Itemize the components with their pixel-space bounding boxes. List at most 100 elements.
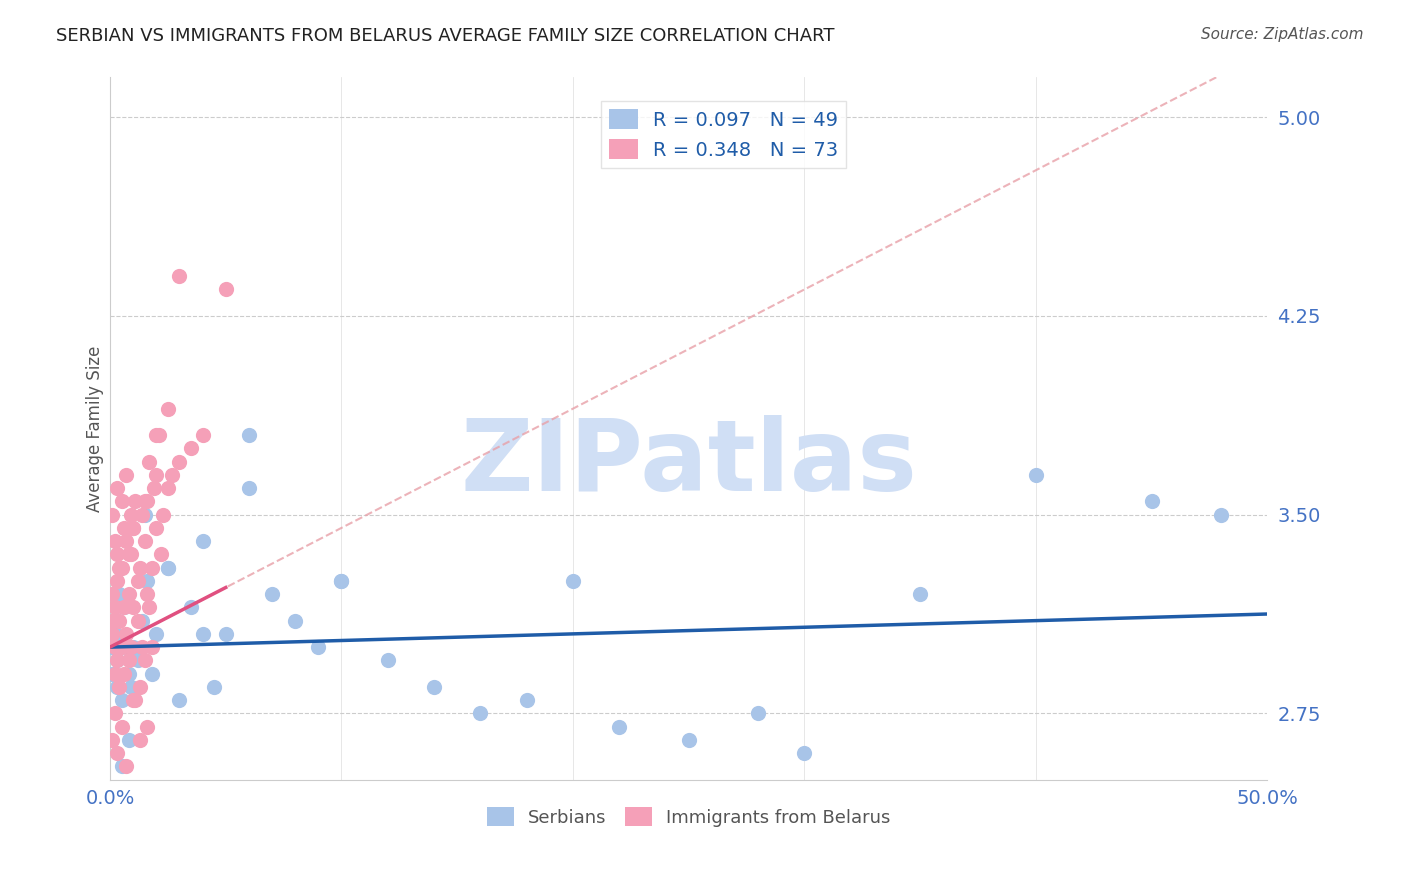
Point xyxy=(105,653,128,667)
Point xyxy=(134,653,156,667)
Point xyxy=(793,746,815,760)
Point xyxy=(215,282,238,296)
Legend: Serbians, Immigrants from Belarus: Serbians, Immigrants from Belarus xyxy=(479,800,898,834)
Point xyxy=(136,574,159,588)
Point xyxy=(122,521,145,535)
Point xyxy=(112,521,135,535)
Point xyxy=(134,534,156,549)
Point xyxy=(104,600,127,615)
Point xyxy=(104,706,127,721)
Point xyxy=(112,600,135,615)
Point xyxy=(330,574,353,588)
Point xyxy=(108,680,131,694)
Point xyxy=(202,680,225,694)
Point xyxy=(101,666,124,681)
Point xyxy=(678,732,700,747)
Point xyxy=(110,640,132,654)
Point xyxy=(104,640,127,654)
Point xyxy=(117,666,139,681)
Point xyxy=(117,732,139,747)
Text: ZIPatlas: ZIPatlas xyxy=(460,415,917,512)
Point xyxy=(747,706,769,721)
Point xyxy=(910,587,932,601)
Point xyxy=(115,534,138,549)
Point xyxy=(516,693,538,707)
Point xyxy=(260,587,283,601)
Point xyxy=(108,614,131,628)
Point xyxy=(101,587,124,601)
Point xyxy=(156,401,179,416)
Point xyxy=(131,614,153,628)
Point xyxy=(105,746,128,760)
Point xyxy=(101,732,124,747)
Point xyxy=(141,560,163,574)
Point xyxy=(149,548,172,562)
Point xyxy=(136,720,159,734)
Point xyxy=(136,494,159,508)
Point xyxy=(117,587,139,601)
Point xyxy=(607,720,630,734)
Point xyxy=(131,508,153,522)
Point xyxy=(215,627,238,641)
Point xyxy=(1211,508,1233,522)
Point xyxy=(104,666,127,681)
Point xyxy=(122,693,145,707)
Point xyxy=(129,680,152,694)
Point xyxy=(108,560,131,574)
Point xyxy=(143,481,166,495)
Point xyxy=(180,442,202,456)
Point xyxy=(138,455,160,469)
Point xyxy=(115,467,138,482)
Point xyxy=(110,494,132,508)
Point xyxy=(131,640,153,654)
Point xyxy=(191,534,214,549)
Point xyxy=(101,640,124,654)
Point xyxy=(112,600,135,615)
Point xyxy=(152,508,174,522)
Point xyxy=(180,600,202,615)
Point xyxy=(122,640,145,654)
Point xyxy=(127,614,149,628)
Point xyxy=(377,653,399,667)
Point xyxy=(148,428,170,442)
Point xyxy=(104,534,127,549)
Point xyxy=(134,494,156,508)
Point xyxy=(115,759,138,773)
Y-axis label: Average Family Size: Average Family Size xyxy=(86,345,104,512)
Point xyxy=(104,614,127,628)
Point xyxy=(138,600,160,615)
Point xyxy=(120,640,142,654)
Point xyxy=(105,548,128,562)
Point xyxy=(156,481,179,495)
Point xyxy=(110,693,132,707)
Point xyxy=(110,560,132,574)
Point xyxy=(470,706,492,721)
Point xyxy=(101,627,124,641)
Point xyxy=(129,732,152,747)
Point xyxy=(127,574,149,588)
Point xyxy=(169,269,191,284)
Point xyxy=(191,428,214,442)
Point xyxy=(307,640,329,654)
Point xyxy=(129,560,152,574)
Point xyxy=(238,481,260,495)
Point xyxy=(120,680,142,694)
Point xyxy=(156,560,179,574)
Point xyxy=(1025,467,1047,482)
Point xyxy=(124,693,146,707)
Point xyxy=(145,467,167,482)
Point xyxy=(562,574,585,588)
Point xyxy=(122,521,145,535)
Point xyxy=(127,653,149,667)
Point xyxy=(162,467,184,482)
Point xyxy=(145,521,167,535)
Point xyxy=(124,494,146,508)
Point xyxy=(105,481,128,495)
Point xyxy=(110,720,132,734)
Point xyxy=(101,508,124,522)
Point xyxy=(238,428,260,442)
Point xyxy=(136,587,159,601)
Point xyxy=(156,560,179,574)
Point xyxy=(117,548,139,562)
Point xyxy=(145,627,167,641)
